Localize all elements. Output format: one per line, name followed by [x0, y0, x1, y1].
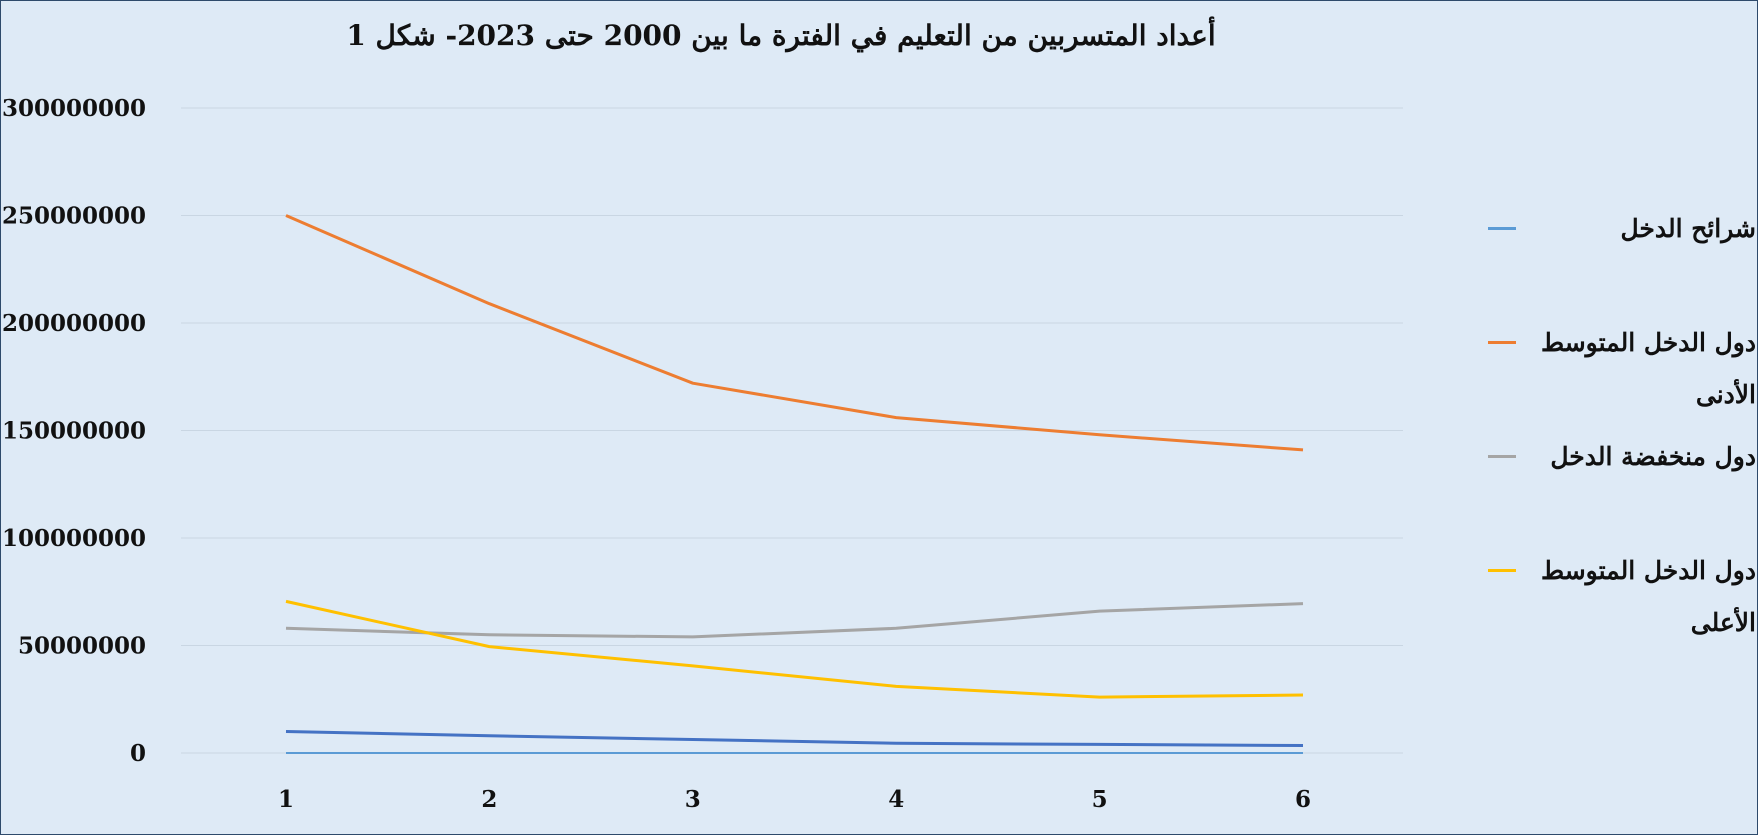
- legend-label: دول الدخل المتوسط الأدنى: [1540, 328, 1756, 409]
- x-tick-label: 2: [481, 786, 497, 813]
- y-tick-label: 300000000: [2, 95, 146, 122]
- y-tick-label: 0: [130, 740, 146, 767]
- x-tick-label: 3: [685, 786, 701, 813]
- y-tick-label: 250000000: [2, 203, 146, 230]
- series-line-4: [285, 730, 1304, 747]
- gridlines: [181, 107, 1403, 754]
- y-tick-label: 100000000: [2, 525, 146, 552]
- x-tick-label: 5: [1092, 786, 1108, 813]
- series-lines: [285, 214, 1304, 754]
- legend-swatch: [1488, 341, 1516, 344]
- y-tick-label: 50000000: [18, 633, 146, 660]
- y-axis: 0 50000000 100000000 150000000 200000000 2500…: [2, 95, 146, 767]
- series-line-1: [285, 214, 1304, 452]
- legend-item-0: شرائح الدخل: [1466, 203, 1756, 255]
- legend-swatch: [1488, 569, 1516, 572]
- y-tick-label: 150000000: [2, 418, 146, 445]
- legend-label: دول منخفضة الدخل: [1550, 442, 1756, 471]
- legend: شرائح الدخل دول الدخل المتوسط الأدنى دول م…: [1466, 1, 1756, 834]
- legend-item-3: دول الدخل المتوسط الأعلى: [1466, 545, 1756, 649]
- chart-title: أعداد المتسربين من التعليم في الفترة ما …: [346, 19, 1216, 52]
- series-line-3: [285, 599, 1304, 699]
- x-tick-label: 4: [888, 786, 904, 813]
- legend-label: شرائح الدخل: [1620, 214, 1756, 243]
- x-axis: 1 2 3 4 5 6: [278, 786, 1311, 813]
- legend-swatch: [1488, 227, 1516, 230]
- x-tick-label: 6: [1295, 786, 1311, 813]
- x-tick-label: 1: [278, 786, 294, 813]
- legend-label: دول الدخل المتوسط الأعلى: [1540, 556, 1756, 637]
- series-line-2: [285, 602, 1304, 639]
- y-tick-label: 200000000: [2, 310, 146, 337]
- legend-swatch: [1488, 455, 1516, 458]
- legend-item-1: دول الدخل المتوسط الأدنى: [1466, 317, 1756, 421]
- legend-item-2: دول منخفضة الدخل: [1466, 431, 1756, 483]
